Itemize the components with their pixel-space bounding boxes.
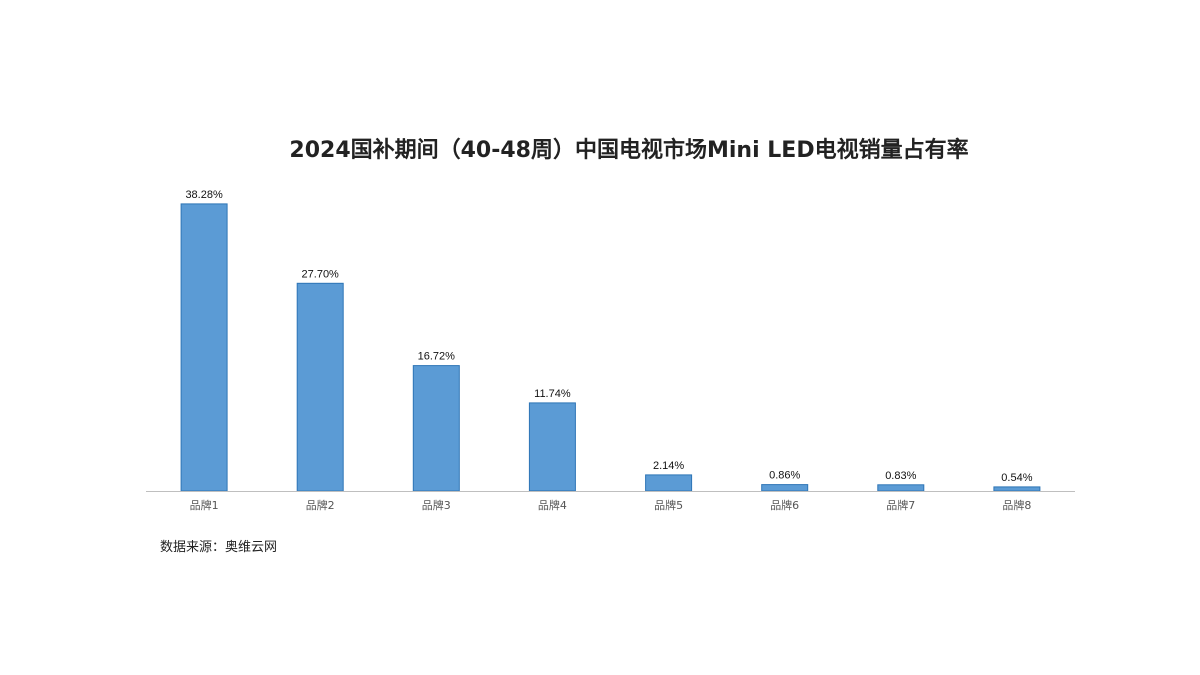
source-note: 数据来源：奥维云网 <box>160 540 278 555</box>
bar-value-label-4: 11.74% <box>534 388 571 400</box>
x-tick-label-7: 品牌7 <box>886 498 915 512</box>
x-tick-label-3: 品牌3 <box>422 498 451 512</box>
bar-value-label-7: 0.83% <box>885 470 916 482</box>
bar-5 <box>645 474 693 492</box>
bar-8 <box>993 486 1041 492</box>
bar-value-label-1: 38.28% <box>185 189 223 201</box>
x-tick-label-5: 品牌5 <box>654 498 683 512</box>
bar-6 <box>761 484 809 492</box>
x-tick-label-4: 品牌4 <box>538 498 567 512</box>
x-tick-label-6: 品牌6 <box>770 498 799 512</box>
bar-3 <box>412 365 460 492</box>
bar-value-label-2: 27.70% <box>302 268 340 280</box>
labels-layer: 38.28% 品牌1 27.70% 品牌2 16.72% 品牌3 11.74% 品牌4 2.14… <box>185 189 1032 512</box>
bar-7 <box>877 484 925 492</box>
x-tick-label-2: 品牌2 <box>306 498 335 512</box>
bar-4 <box>528 402 576 492</box>
x-tick-label-1: 品牌1 <box>190 498 219 512</box>
bars-layer <box>180 203 1041 492</box>
bar-1 <box>180 203 228 492</box>
bar-value-label-5: 2.14% <box>653 460 684 472</box>
bar-value-label-3: 16.72% <box>418 351 456 363</box>
bar-value-label-6: 0.86% <box>769 470 800 482</box>
x-tick-label-8: 品牌8 <box>1002 498 1031 512</box>
bar-value-label-8: 0.54% <box>1001 472 1032 484</box>
chart-title: 2024国补期间（40-48周）中国电视市场Mini LED电视销量占有率 <box>289 138 969 163</box>
bar-2 <box>296 282 344 492</box>
